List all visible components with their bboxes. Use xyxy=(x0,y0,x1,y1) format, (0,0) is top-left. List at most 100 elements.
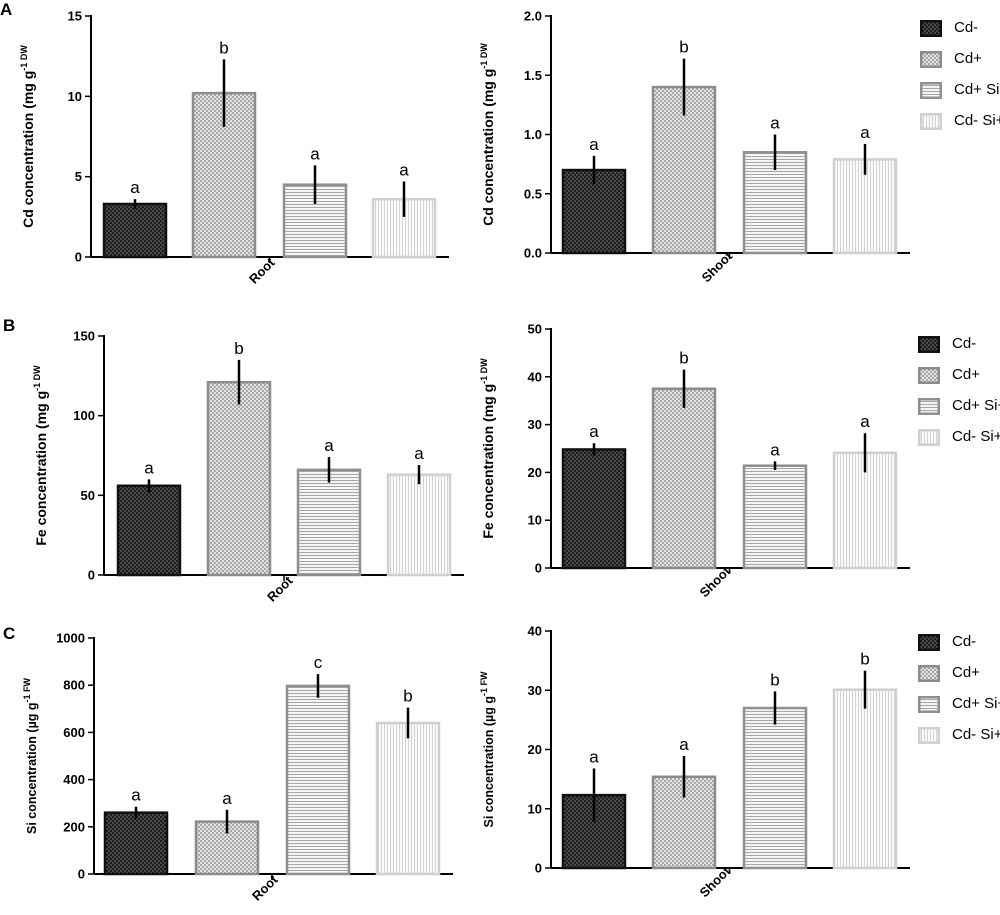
legend-swatch-graphic xyxy=(918,634,940,651)
y-axis-title: Si concentration (µg g-1 FW xyxy=(479,671,496,828)
significance-letter: a xyxy=(222,789,232,808)
significance-letter: b xyxy=(679,349,688,368)
x-axis-label: Root xyxy=(246,255,278,287)
legend-label-cd-plus-si-plus: Cd+ Si+ xyxy=(952,397,1000,414)
significance-letter: a xyxy=(310,144,320,163)
y-axis-title-superscript: -1 DW xyxy=(19,45,29,71)
legend-swatch-cd-plus-si-plus xyxy=(918,696,940,713)
legend-item-cd-minus-si-plus: Cd- Si+ xyxy=(918,425,1000,456)
legend-item-cd-minus: Cd- xyxy=(920,16,1000,47)
legend-swatch-graphic xyxy=(920,51,942,68)
y-tick-label: 600 xyxy=(63,725,85,740)
legend-swatch-graphic xyxy=(918,429,940,446)
legend-swatch-graphic xyxy=(920,20,942,37)
legend-label-cd-minus-si-plus: Cd- Si+ xyxy=(954,112,1000,129)
legend-swatch-rect xyxy=(918,429,940,446)
bar-cdminus-siplus xyxy=(371,197,437,259)
y-tick-label: 10 xyxy=(528,513,542,528)
legend-swatch-graphic xyxy=(920,113,942,130)
y-axis-title: Cd concentration (mg g-1 DW xyxy=(19,45,36,228)
legend-swatch-rect xyxy=(920,20,942,37)
legend-swatch-rect xyxy=(918,696,940,713)
bar-cdminus-siplus xyxy=(832,158,898,255)
significance-letter: a xyxy=(130,178,140,197)
y-tick-label: 1.0 xyxy=(524,127,542,142)
y-tick-label: 30 xyxy=(528,683,542,698)
legend-b: Cd- Cd+ Cd+ Si+ Cd- Si+ xyxy=(918,332,1000,456)
legend-swatch-rect xyxy=(918,398,940,415)
legend-item-cd-plus: Cd+ xyxy=(918,661,1000,692)
x-axis-label: Root xyxy=(264,573,296,605)
y-tick-label: 10 xyxy=(68,89,82,104)
legend-item-cd-plus: Cd+ xyxy=(918,363,1000,394)
y-axis-title: Si concentration (µg g-1 FW xyxy=(22,677,39,834)
significance-letter: a xyxy=(144,458,154,477)
legend-item-cd-plus-si-plus: Cd+ Si+ xyxy=(918,394,1000,425)
legend-swatch-graphic xyxy=(918,727,940,744)
y-tick-label: 40 xyxy=(528,369,542,384)
y-tick-label: 0 xyxy=(535,861,542,876)
legend-swatch-rect xyxy=(918,367,940,384)
legend-swatch-cd-plus xyxy=(920,51,942,68)
legend-swatch-graphic xyxy=(920,82,942,99)
legend-label-cd-minus: Cd- xyxy=(952,633,977,650)
legend-swatch-cd-plus xyxy=(918,367,940,384)
bar-cdminus xyxy=(116,484,182,577)
legend-item-cd-plus: Cd+ xyxy=(920,47,1000,78)
significance-letter: b xyxy=(770,670,779,689)
significance-letter: b xyxy=(234,339,243,358)
legend-swatch-cd-minus-si-plus xyxy=(918,727,940,744)
significance-letter: a xyxy=(589,135,599,154)
y-tick-label: 400 xyxy=(63,772,85,787)
legend-item-cd-minus: Cd- xyxy=(918,630,1000,661)
bar-cdplus-siplus xyxy=(742,706,808,870)
legend-swatch-rect xyxy=(918,665,940,682)
bar-cdplus xyxy=(651,387,717,570)
legend-swatch-rect xyxy=(918,727,940,744)
legend-swatch-rect xyxy=(920,82,942,99)
significance-letter: b xyxy=(679,38,688,57)
chart-a-root: 0 5 10 15 Cd concentration (mg g-1 DW Root a b a… xyxy=(19,9,449,287)
y-tick-label: 30 xyxy=(528,417,542,432)
y-tick-label: 100 xyxy=(73,408,95,423)
bar-cdplus-siplus xyxy=(296,468,362,577)
legend-label-cd-plus: Cd+ xyxy=(952,664,980,681)
y-tick-label: 2.0 xyxy=(524,9,542,24)
legend-swatch-rect xyxy=(918,336,940,353)
legend-swatch-graphic xyxy=(918,665,940,682)
y-tick-label: 5 xyxy=(75,169,82,184)
y-tick-label: 0.0 xyxy=(524,246,542,261)
legend-swatch-cd-plus-si-plus xyxy=(920,82,942,99)
chart-c-root: 0 200 400 600 800 1000 Si concentration (µg g-… xyxy=(22,631,453,904)
y-axis-title: Fe concentration (mg g-1 DW xyxy=(32,365,49,546)
legend-label-cd-plus-si-plus: Cd+ Si+ xyxy=(952,695,1000,712)
legend-item-cd-minus: Cd- xyxy=(918,332,1000,363)
legend-label-cd-minus: Cd- xyxy=(952,335,977,352)
legend-label-cd-plus: Cd+ xyxy=(954,50,982,67)
y-tick-label: 0 xyxy=(75,250,82,265)
y-axis-title: Cd concentration (mg g-1 DW xyxy=(479,43,496,226)
legend-c: Cd- Cd+ Cd+ Si+ Cd- Si+ xyxy=(918,630,1000,754)
legend-swatch-cd-minus xyxy=(918,336,940,353)
significance-letter: a xyxy=(770,114,780,133)
legend-swatch-graphic xyxy=(918,367,940,384)
legend-swatch-graphic xyxy=(918,696,940,713)
y-tick-label: 20 xyxy=(528,465,542,480)
y-tick-label: 0 xyxy=(535,561,542,576)
significance-letter: a xyxy=(860,123,870,142)
y-tick-label: 800 xyxy=(63,678,85,693)
y-axis-title-superscript: -1 DW xyxy=(479,358,489,384)
legend-label-cd-minus-si-plus: Cd- Si+ xyxy=(952,726,1000,743)
significance-letter: c xyxy=(314,653,323,672)
bar-cdminus xyxy=(102,202,168,259)
y-tick-label: 1.5 xyxy=(524,68,542,83)
legend-swatch-graphic xyxy=(918,336,940,353)
legend-item-cd-plus-si-plus: Cd+ Si+ xyxy=(918,692,1000,723)
significance-letter: b xyxy=(403,687,412,706)
y-axis-title: Fe concentration (mg g-1 DW xyxy=(479,358,496,539)
significance-letter: a xyxy=(589,747,599,766)
y-tick-label: 200 xyxy=(63,819,85,834)
y-tick-label: 15 xyxy=(68,9,82,24)
